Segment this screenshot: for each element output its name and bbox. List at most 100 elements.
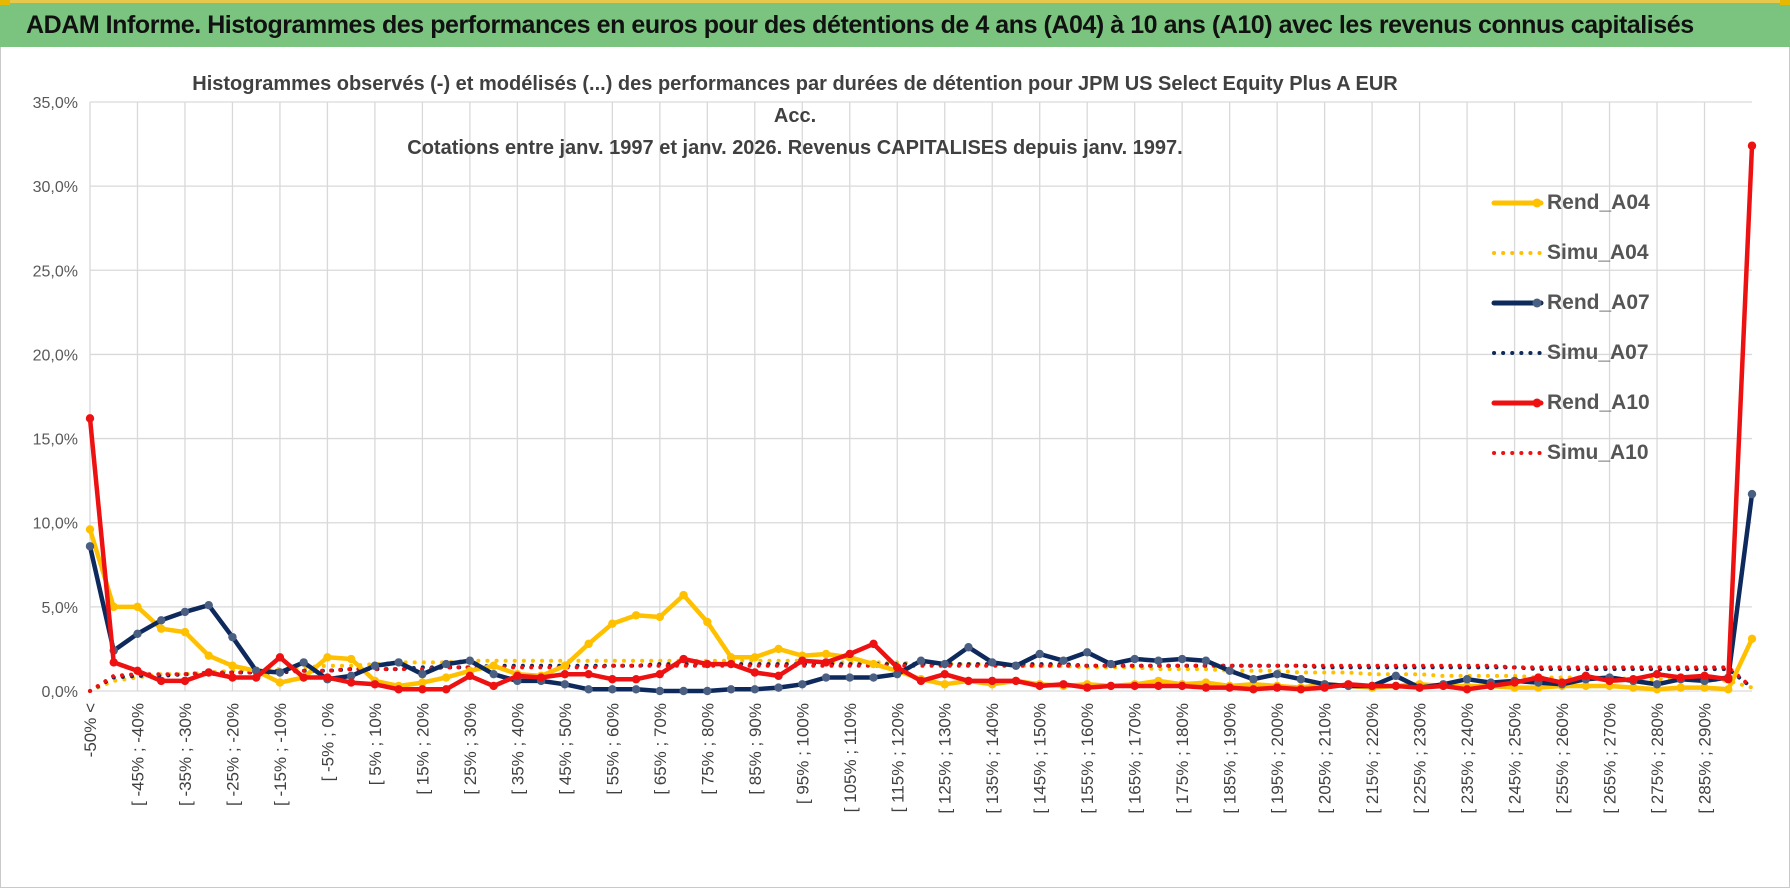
legend-swatch bbox=[1492, 451, 1543, 455]
data-point-rend_a07 bbox=[1225, 666, 1234, 676]
data-point-rend_a10 bbox=[133, 666, 142, 676]
x-tick-label: [ 125% ; 130% bbox=[936, 703, 955, 814]
data-point-rend_a10 bbox=[1391, 681, 1401, 691]
data-point-rend_a10 bbox=[845, 649, 854, 659]
x-tick-label: [ 65% ; 70% bbox=[651, 703, 670, 795]
data-point-rend_a04 bbox=[726, 653, 736, 662]
data-point-rend_a07 bbox=[346, 671, 356, 681]
data-point-rend_a07 bbox=[798, 680, 807, 689]
data-point-rend_a10 bbox=[774, 671, 783, 681]
data-point-rend_a04 bbox=[275, 678, 285, 687]
x-tick-label: [ 135% ; 140% bbox=[983, 703, 1002, 814]
legend-label: Rend_A10 bbox=[1547, 391, 1650, 414]
report-title: ADAM Informe. Histogrammes des performan… bbox=[26, 10, 1694, 39]
data-point-rend_a10 bbox=[275, 653, 285, 662]
x-tick-label: [ 175% ; 180% bbox=[1173, 703, 1192, 814]
data-point-rend_a10 bbox=[157, 676, 166, 686]
data-point-rend_a04 bbox=[1724, 685, 1733, 694]
legend-item-simu_a10: Simu_A10 bbox=[1490, 428, 1690, 478]
legend-item-rend_a07: Rend_A07 bbox=[1490, 278, 1690, 328]
data-point-rend_a10 bbox=[418, 685, 427, 694]
x-tick-label: [ 145% ; 150% bbox=[1031, 703, 1050, 814]
data-point-rend_a07 bbox=[1083, 648, 1092, 657]
legend-swatch bbox=[1491, 198, 1544, 208]
data-point-rend_a10 bbox=[323, 673, 332, 682]
y-tick-label: 15,0% bbox=[33, 432, 78, 449]
legend-label: Rend_A04 bbox=[1547, 191, 1650, 214]
report-banner: ADAM Informe. Histogrammes des performan… bbox=[0, 0, 1790, 47]
data-point-rend_a10 bbox=[465, 671, 475, 681]
legend-label: Simu_A10 bbox=[1547, 441, 1649, 464]
data-point-rend_a07 bbox=[893, 669, 902, 679]
data-point-rend_a07 bbox=[133, 629, 142, 638]
data-point-rend_a07 bbox=[750, 685, 759, 694]
data-point-rend_a10 bbox=[1083, 683, 1092, 692]
data-point-rend_a07 bbox=[845, 673, 854, 682]
corner-mark-left bbox=[0, 0, 10, 5]
data-point-rend_a10 bbox=[1106, 681, 1116, 691]
x-tick-label: [ 15% ; 20% bbox=[413, 703, 432, 795]
data-point-rend_a10 bbox=[1534, 673, 1543, 682]
x-tick-label: [ 75% ; 80% bbox=[698, 703, 717, 795]
x-tick-label: [ 105% ; 110% bbox=[841, 703, 860, 812]
y-tick-label: 20,0% bbox=[33, 347, 78, 364]
data-point-rend_a10 bbox=[893, 663, 902, 672]
data-point-rend_a04 bbox=[703, 617, 712, 627]
data-point-rend_a10 bbox=[1439, 681, 1448, 691]
data-point-rend_a10 bbox=[1011, 676, 1021, 686]
data-point-rend_a10 bbox=[1700, 671, 1709, 681]
data-point-rend_a07 bbox=[370, 661, 380, 670]
data-point-rend_a10 bbox=[1557, 678, 1567, 687]
data-point-rend_a07 bbox=[1249, 675, 1258, 684]
data-point-rend_a07 bbox=[584, 685, 593, 694]
chart-legend: Rend_A04 Simu_A04 Rend_A07 Simu_A07 Rend_A10… bbox=[1490, 178, 1690, 478]
x-tick-label: [ 5% ; 10% bbox=[366, 703, 385, 785]
x-tick-label: [ -35% ; -30% bbox=[176, 703, 195, 806]
data-point-rend_a10 bbox=[109, 658, 118, 667]
data-point-rend_a04 bbox=[679, 590, 688, 600]
data-point-rend_a04 bbox=[940, 680, 949, 689]
data-point-rend_a10 bbox=[513, 671, 522, 681]
data-point-rend_a04 bbox=[180, 627, 190, 637]
data-point-rend_a07 bbox=[821, 673, 831, 682]
y-tick-label: 25,0% bbox=[33, 263, 78, 280]
data-point-rend_a04 bbox=[109, 602, 118, 612]
x-tick-label: [ 275% ; 280% bbox=[1648, 703, 1667, 814]
y-tick-label: 0,0% bbox=[42, 684, 78, 701]
x-tick-label: [ 115% ; 120% bbox=[888, 703, 907, 812]
data-point-rend_a10 bbox=[1225, 683, 1234, 692]
x-tick-label: [ 255% ; 260% bbox=[1553, 703, 1572, 814]
data-point-rend_a07 bbox=[1106, 659, 1116, 669]
data-point-rend_a07 bbox=[1154, 656, 1163, 665]
legend-swatch bbox=[1492, 351, 1543, 355]
data-point-rend_a10 bbox=[1154, 681, 1163, 691]
data-point-rend_a10 bbox=[1724, 675, 1733, 684]
data-point-rend_a10 bbox=[1652, 669, 1662, 679]
legend-swatch bbox=[1491, 298, 1544, 308]
data-point-rend_a07 bbox=[1272, 669, 1282, 679]
data-point-rend_a04 bbox=[869, 659, 878, 669]
x-tick-label: -50% < bbox=[81, 703, 100, 757]
data-point-rend_a07 bbox=[489, 669, 498, 679]
data-point-rend_a10 bbox=[1629, 675, 1638, 684]
data-point-rend_a10 bbox=[1296, 685, 1306, 694]
data-point-rend_a07 bbox=[1130, 654, 1139, 664]
data-point-rend_a07 bbox=[679, 686, 688, 696]
data-point-rend_a04 bbox=[489, 661, 498, 670]
legend-item-rend_a10: Rend_A10 bbox=[1490, 378, 1690, 428]
data-point-rend_a04 bbox=[1747, 634, 1757, 644]
data-point-rend_a10 bbox=[1676, 673, 1685, 682]
data-point-rend_a07 bbox=[1296, 675, 1306, 684]
x-tick-label: [ 35% ; 40% bbox=[508, 703, 527, 795]
data-point-rend_a10 bbox=[916, 676, 926, 686]
data-point-rend_a10 bbox=[1249, 685, 1258, 694]
x-tick-label: [ 215% ; 220% bbox=[1363, 703, 1382, 814]
data-point-rend_a07 bbox=[560, 680, 570, 689]
x-tick-label: [ 235% ; 240% bbox=[1458, 703, 1477, 814]
data-point-rend_a04 bbox=[1581, 681, 1591, 691]
data-point-rend_a10 bbox=[85, 414, 95, 423]
data-point-rend_a10 bbox=[821, 658, 831, 667]
data-point-rend_a10 bbox=[394, 685, 403, 694]
data-point-rend_a10 bbox=[1747, 141, 1757, 150]
data-point-rend_a04 bbox=[821, 649, 831, 659]
